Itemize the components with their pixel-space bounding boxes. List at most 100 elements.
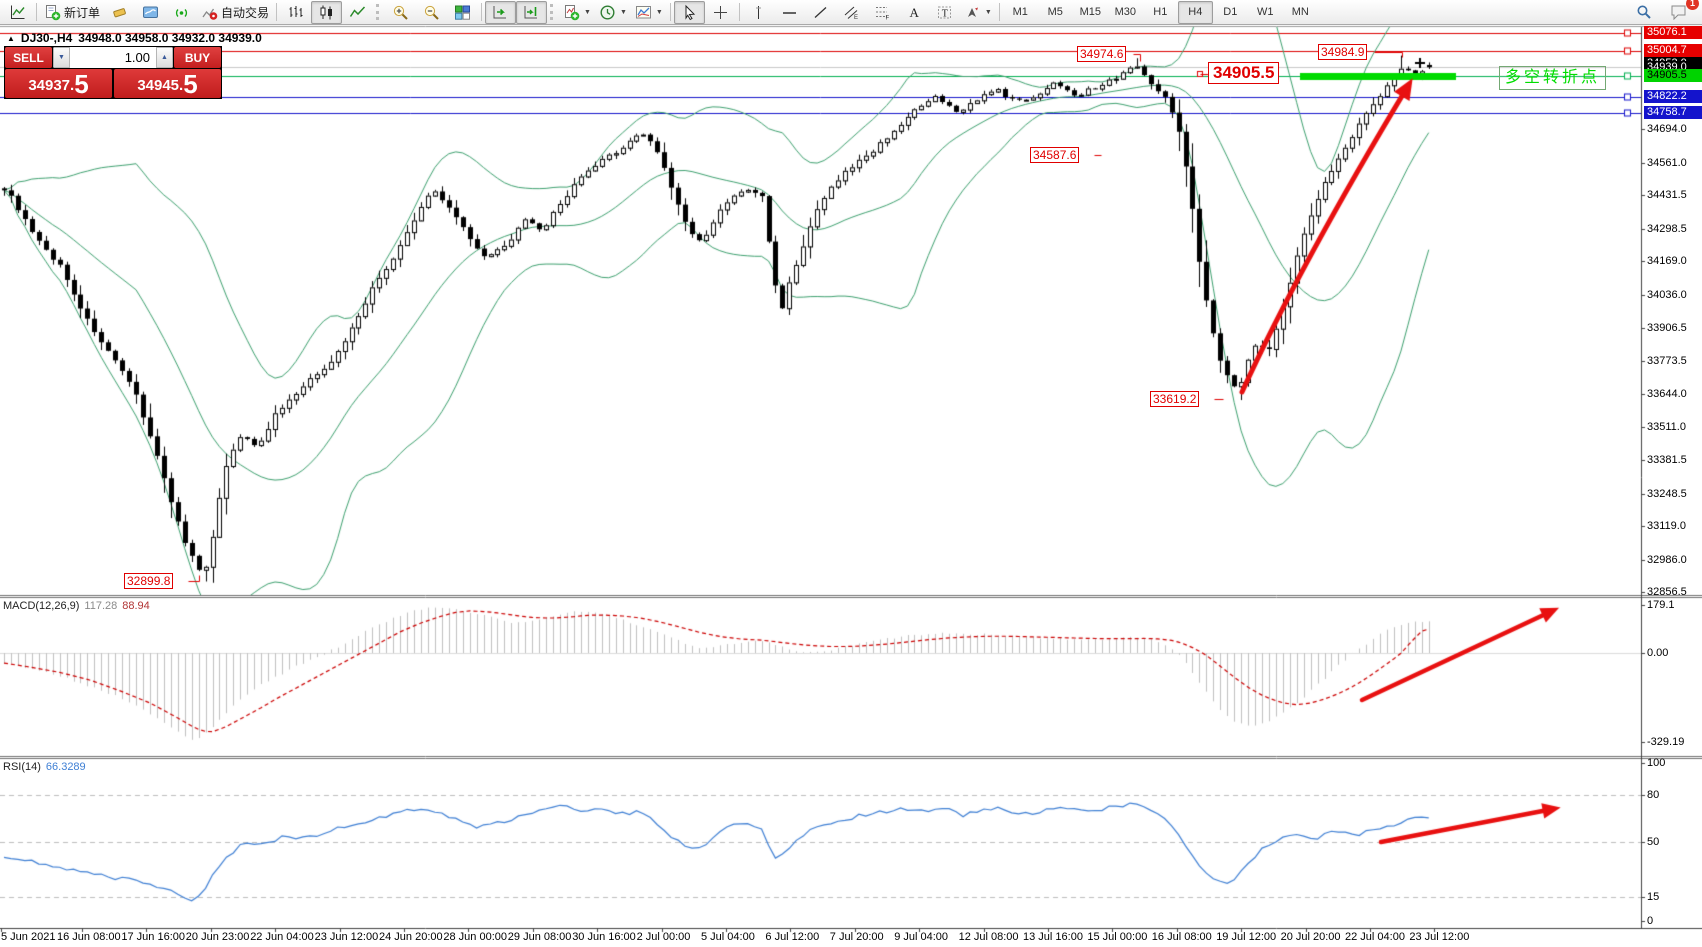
trendline-button[interactable]	[805, 1, 836, 24]
timeframe-mn[interactable]: MN	[1291, 6, 1309, 18]
buy-price-display[interactable]: 34945. 5	[114, 69, 221, 98]
chart-text-annotation[interactable]: 多空转折点	[1499, 66, 1607, 90]
sell-button[interactable]: SELL	[5, 47, 52, 68]
price-tag: 34758.7	[1644, 106, 1702, 120]
toolbar-separator	[998, 3, 1000, 21]
price-level-annotation[interactable]: 34587.6	[1030, 147, 1080, 163]
cloud-icon	[142, 4, 159, 21]
equidistant-channel-button[interactable]: E	[836, 1, 867, 24]
price-tag: 34822.2	[1644, 90, 1702, 104]
chevron-down-icon[interactable]: ▼	[984, 8, 992, 16]
price-axis-tick: 34694.0	[1647, 123, 1687, 135]
timeframe-m5[interactable]: M5	[1047, 6, 1063, 18]
bar-chart-button[interactable]	[280, 1, 311, 24]
timeframe-w1[interactable]: W1	[1257, 6, 1274, 18]
toolbar-grip	[550, 4, 556, 20]
price-level-annotation[interactable]: 33619.2	[1150, 391, 1200, 407]
chevron-down-icon[interactable]: ▼	[619, 8, 627, 16]
new-chart-button[interactable]	[2, 1, 33, 24]
buy-button[interactable]: BUY	[174, 47, 221, 68]
date-axis-label: 20 Jul 20:00	[1280, 931, 1341, 943]
text-label-button[interactable]: T	[929, 1, 960, 24]
history-icon	[111, 4, 128, 21]
signals-button[interactable]	[166, 1, 197, 24]
date-axis-label: 20 Jun 23:00	[185, 931, 250, 943]
history-center-button[interactable]	[104, 1, 135, 24]
timeframe-m1[interactable]: M1	[1012, 6, 1028, 18]
buy-price-main: 34945.	[137, 77, 184, 94]
date-axis-label: 5 Jul 04:00	[701, 931, 755, 943]
auto-scroll-button[interactable]	[485, 0, 517, 24]
crosshair-button[interactable]	[705, 1, 736, 24]
vline-icon	[750, 4, 767, 21]
price-axis-tick: 33381.5	[1647, 454, 1687, 466]
tile-windows-button[interactable]	[447, 1, 478, 24]
rsi-axis-tick: 0	[1647, 915, 1654, 927]
zoom-out-button[interactable]	[416, 1, 447, 24]
notifications-icon[interactable]: 1	[1663, 0, 1699, 24]
buy-price-last-digit: 5	[183, 69, 198, 99]
linechart-icon	[349, 4, 366, 21]
search-icon[interactable]	[1628, 1, 1659, 24]
candlestick-button[interactable]	[311, 0, 343, 24]
sell-price-display[interactable]: 34937. 5	[5, 69, 112, 98]
volume-decrease-button[interactable]: ▼	[53, 47, 70, 68]
price-axis-tick: 33511.0	[1647, 421, 1686, 434]
fibonacci-button[interactable]: F	[867, 1, 898, 24]
cursor-button[interactable]	[673, 0, 705, 24]
price-axis-tick: 33119.0	[1647, 520, 1686, 533]
indicators-button[interactable]: ▼	[559, 1, 595, 24]
zoomout-icon	[423, 4, 440, 21]
timeframe-h4[interactable]: H4	[1177, 0, 1213, 24]
price-level-annotation[interactable]: 34974.6	[1077, 46, 1127, 62]
new-order-button[interactable]: 新订单	[40, 1, 104, 24]
neworder-icon	[44, 4, 61, 21]
vertical-line-button[interactable]	[743, 1, 774, 24]
templates-button[interactable]: ▼	[631, 1, 667, 24]
price-axis-tick: 33644.0	[1647, 387, 1687, 400]
zoom-in-button[interactable]	[385, 1, 416, 24]
arrows-button[interactable]: ▼	[960, 1, 996, 24]
date-axis-label: 7 Jul 20:00	[829, 931, 884, 943]
rsi-name: RSI(14)	[3, 761, 41, 773]
timeframe-m30[interactable]: M30	[1114, 6, 1136, 18]
periods-button[interactable]: ▼	[595, 1, 631, 24]
horizontal-line-button[interactable]	[774, 1, 805, 24]
tile-icon	[454, 4, 471, 21]
rsi-axis-tick: 15	[1647, 891, 1660, 904]
price-level-annotation[interactable]: 34905.5	[1208, 62, 1280, 84]
chevron-down-icon[interactable]: ▼	[655, 8, 663, 16]
toolbar-separator	[276, 3, 278, 21]
date-axis-label: 30 Jun 16:00	[572, 931, 636, 943]
timeframe-m15[interactable]: M15	[1079, 6, 1101, 18]
timeframe-d1[interactable]: D1	[1223, 6, 1238, 18]
svg-text:E: E	[854, 15, 858, 21]
autoscroll-icon	[492, 4, 509, 21]
timeframe-group: M1 M5 M15 M30 H1 H4 D1 W1 MN	[1003, 0, 1318, 24]
date-axis-label: 19 Jul 12:00	[1216, 931, 1277, 943]
rsi-axis-tick: 100	[1647, 757, 1666, 769]
auto-trading-button[interactable]: 自动交易	[197, 1, 273, 24]
cursor-icon	[681, 4, 698, 21]
price-level-annotation[interactable]: 32899.8	[124, 573, 174, 589]
price-level-annotation[interactable]: 34984.9	[1318, 44, 1368, 60]
volume-increase-button[interactable]: ▲	[156, 47, 173, 68]
line-chart-button[interactable]	[342, 1, 373, 24]
volume-value[interactable]: 1.00	[124, 50, 150, 65]
price-axis-tick: 34431.5	[1647, 189, 1687, 202]
timeframe-h1[interactable]: H1	[1153, 6, 1168, 18]
bars-icon	[287, 4, 304, 21]
macd-name: MACD(12,26,9)	[3, 600, 80, 612]
chevron-down-icon[interactable]: ▼	[584, 8, 591, 16]
market-watch-button[interactable]	[135, 1, 166, 24]
autotrade-icon	[201, 4, 218, 21]
chart-shift-button[interactable]	[516, 0, 548, 24]
date-axis-label: 9 Jul 04:00	[894, 931, 949, 943]
price-axis-tick: 34561.0	[1647, 156, 1687, 169]
macd-main-value: 117.28	[84, 600, 118, 612]
date-axis-label: 28 Jun 00:00	[443, 931, 508, 943]
svg-text:T: T	[942, 8, 948, 19]
text-button[interactable]: A	[898, 1, 929, 24]
price-axis-tick: 34036.0	[1647, 288, 1687, 301]
